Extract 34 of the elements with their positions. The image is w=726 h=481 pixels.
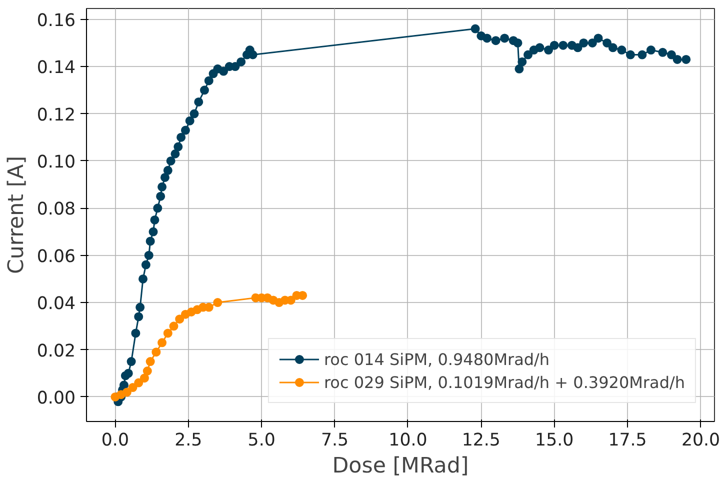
point bbox=[158, 338, 167, 348]
y-tick-label: 0.04 bbox=[36, 294, 76, 314]
y-tick-label: 0.10 bbox=[36, 152, 76, 172]
y-tick-label: 0.12 bbox=[36, 105, 76, 126]
x-tick-label: 10.0 bbox=[388, 430, 428, 450]
x-tick-label: 17.5 bbox=[608, 430, 647, 450]
point bbox=[142, 366, 152, 376]
y-tick-label: 0.16 bbox=[36, 10, 76, 31]
x-tick-label: 20.0 bbox=[681, 430, 720, 450]
point bbox=[213, 298, 222, 308]
x-tick-label: 15.0 bbox=[535, 430, 574, 450]
point bbox=[128, 383, 138, 392]
legend-label: roc 029 SiPM, 0.1019Mrad/h + 0.3920Mrad/h bbox=[324, 372, 685, 392]
x-axis-title: Dose [MRad] bbox=[332, 454, 469, 478]
y-axis-title: Current [A] bbox=[4, 156, 29, 274]
point bbox=[122, 388, 132, 397]
point bbox=[146, 357, 155, 366]
y-tick-label: 0.00 bbox=[36, 388, 76, 408]
legend-label: roc 014 SiPM, 0.9480Mrad/h bbox=[324, 350, 550, 368]
y-tick-label: 0.14 bbox=[36, 58, 76, 78]
point bbox=[134, 378, 144, 388]
y-tick-label: 0.06 bbox=[36, 246, 76, 267]
point bbox=[140, 374, 149, 383]
y-tick-label: 0.02 bbox=[36, 341, 76, 362]
point bbox=[175, 314, 184, 324]
x-tick-label: 5.0 bbox=[248, 430, 276, 450]
x-tick-label: 0.0 bbox=[101, 430, 129, 450]
point bbox=[163, 328, 172, 338]
x-tick-label: 12.5 bbox=[462, 430, 500, 450]
point bbox=[169, 322, 178, 331]
x-tick-label: 2.5 bbox=[174, 430, 202, 450]
y-tick-label: 0.08 bbox=[36, 200, 76, 220]
point bbox=[152, 348, 161, 357]
x-tick-label: 7.5 bbox=[320, 430, 349, 450]
